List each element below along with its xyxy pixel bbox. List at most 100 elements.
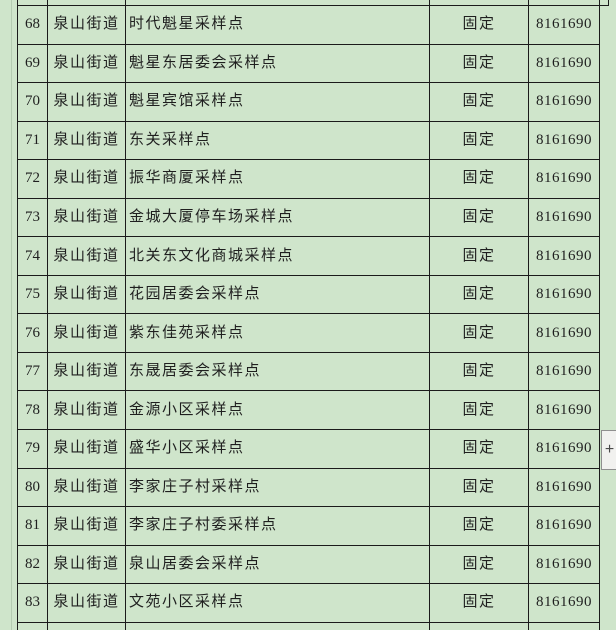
cell-no[interactable]: 69 — [18, 44, 48, 83]
cell-phone[interactable]: 8161690 — [529, 391, 600, 430]
cell-no[interactable]: 75 — [18, 275, 48, 314]
cell-no[interactable]: 80 — [18, 468, 48, 507]
table-body: 68 泉山街道 时代魁星采样点 固定 8161690 69 泉山街道 魁星东居委会采样点 固定 8… — [18, 6, 600, 623]
cell-street[interactable]: 泉山街道 — [48, 584, 126, 622]
cell-street[interactable]: 泉山街道 — [48, 468, 126, 507]
cell-site[interactable]: 紫东佳苑采样点 — [126, 314, 430, 352]
cell-phone[interactable]: 8161690 — [529, 468, 600, 507]
table-row: 73 泉山街道 金城大厦停车场采样点 固定 8161690 — [18, 198, 600, 238]
cell-street[interactable]: 泉山街道 — [48, 352, 126, 391]
cell-street[interactable]: 泉山街道 — [48, 391, 126, 430]
cell-site[interactable]: 北关东文化商城采样点 — [126, 237, 430, 275]
cell-no[interactable]: 81 — [18, 507, 48, 545]
cell-phone[interactable]: 8161690 — [529, 275, 600, 314]
cell-type[interactable]: 固定 — [430, 545, 529, 584]
cell-type[interactable]: 固定 — [430, 83, 529, 121]
cell-no[interactable]: 83 — [18, 584, 48, 622]
cell-type[interactable]: 固定 — [430, 584, 529, 622]
table-row: 72 泉山街道 振华商厦采样点 固定 8161690 — [18, 160, 600, 199]
cell-phone[interactable]: 8161690 — [529, 121, 600, 160]
cell-street[interactable]: 泉山街道 — [48, 44, 126, 83]
partial-cell — [430, 0, 529, 5]
cell-type[interactable]: 固定 — [430, 275, 529, 314]
table-row: 77 泉山街道 东晟居委会采样点 固定 8161690 — [18, 352, 600, 392]
cell-phone[interactable]: 8161690 — [529, 314, 600, 352]
cell-phone[interactable]: 8161690 — [529, 430, 600, 468]
table-row: 81 泉山街道 李家庄子村委采样点 固定 8161690 — [18, 507, 600, 546]
cell-site[interactable]: 李家庄子村采样点 — [126, 468, 430, 507]
cell-type[interactable]: 固定 — [430, 352, 529, 391]
cell-no[interactable]: 78 — [18, 391, 48, 430]
cell-no[interactable]: 79 — [18, 430, 48, 468]
cell-street[interactable]: 泉山街道 — [48, 507, 126, 545]
cell-street[interactable]: 泉山街道 — [48, 160, 126, 198]
cell-street[interactable]: 泉山街道 — [48, 314, 126, 352]
cell-site[interactable]: 金源小区采样点 — [126, 391, 430, 430]
partial-cell — [18, 622, 48, 630]
cell-phone[interactable]: 8161690 — [529, 198, 600, 237]
cell-phone[interactable]: 8161690 — [529, 352, 600, 391]
cell-site[interactable]: 振华商厦采样点 — [126, 160, 430, 198]
cell-type[interactable]: 固定 — [430, 198, 529, 237]
margin-gridline — [11, 0, 12, 630]
cell-phone[interactable]: 8161690 — [529, 6, 600, 44]
cell-site[interactable]: 花园居委会采样点 — [126, 275, 430, 314]
table-row: 80 泉山街道 李家庄子村采样点 固定 8161690 — [18, 468, 600, 508]
cell-street[interactable]: 泉山街道 — [48, 275, 126, 314]
partial-cell — [48, 0, 126, 5]
cell-site[interactable]: 盛华小区采样点 — [126, 430, 430, 468]
cell-street[interactable]: 泉山街道 — [48, 237, 126, 275]
partial-cell — [529, 0, 600, 5]
cell-phone[interactable]: 8161690 — [529, 584, 600, 622]
cell-no[interactable]: 73 — [18, 198, 48, 237]
cell-type[interactable]: 固定 — [430, 507, 529, 545]
cell-street[interactable]: 泉山街道 — [48, 6, 126, 44]
sampling-points-table: 68 泉山街道 时代魁星采样点 固定 8161690 69 泉山街道 魁星东居委会采样点 固定 8… — [17, 0, 600, 630]
cell-type[interactable]: 固定 — [430, 430, 529, 468]
cell-no[interactable]: 82 — [18, 545, 48, 584]
cell-street[interactable]: 泉山街道 — [48, 198, 126, 237]
cell-site[interactable]: 魁星东居委会采样点 — [126, 44, 430, 83]
cell-no[interactable]: 70 — [18, 83, 48, 121]
cell-no[interactable]: 74 — [18, 237, 48, 275]
cell-type[interactable]: 固定 — [430, 44, 529, 83]
cell-phone[interactable]: 8161690 — [529, 237, 600, 275]
partial-row-top — [18, 0, 600, 6]
cell-site[interactable]: 金城大厦停车场采样点 — [126, 198, 430, 237]
cell-street[interactable]: 泉山街道 — [48, 83, 126, 121]
cell-type[interactable]: 固定 — [430, 160, 529, 198]
cell-type[interactable]: 固定 — [430, 314, 529, 352]
cell-street[interactable]: 泉山街道 — [48, 545, 126, 584]
cell-site[interactable]: 文苑小区采样点 — [126, 584, 430, 622]
partial-cell — [430, 622, 529, 630]
cell-no[interactable]: 68 — [18, 6, 48, 44]
cell-site[interactable]: 李家庄子村委采样点 — [126, 507, 430, 545]
cell-no[interactable]: 71 — [18, 121, 48, 160]
cell-phone[interactable]: 8161690 — [529, 545, 600, 584]
cell-no[interactable]: 77 — [18, 352, 48, 391]
table-row: 76 泉山街道 紫东佳苑采样点 固定 8161690 — [18, 314, 600, 353]
cell-type[interactable]: 固定 — [430, 237, 529, 275]
cell-site[interactable]: 东晟居委会采样点 — [126, 352, 430, 391]
partial-cell — [126, 622, 430, 630]
cell-phone[interactable]: 8161690 — [529, 83, 600, 121]
cell-phone[interactable]: 8161690 — [529, 507, 600, 545]
scroll-plus-button[interactable]: + — [601, 430, 616, 470]
cell-type[interactable]: 固定 — [430, 391, 529, 430]
cell-site[interactable]: 魁星宾馆采样点 — [126, 83, 430, 121]
cell-no[interactable]: 72 — [18, 160, 48, 198]
grid-line-fragment — [600, 0, 609, 6]
cell-site[interactable]: 泉山居委会采样点 — [126, 545, 430, 584]
partial-cell — [18, 0, 48, 5]
cell-type[interactable]: 固定 — [430, 6, 529, 44]
cell-type[interactable]: 固定 — [430, 121, 529, 160]
cell-no[interactable]: 76 — [18, 314, 48, 352]
table-row: 69 泉山街道 魁星东居委会采样点 固定 8161690 — [18, 44, 600, 84]
cell-type[interactable]: 固定 — [430, 468, 529, 507]
cell-site[interactable]: 时代魁星采样点 — [126, 6, 430, 44]
cell-phone[interactable]: 8161690 — [529, 160, 600, 198]
cell-street[interactable]: 泉山街道 — [48, 121, 126, 160]
cell-site[interactable]: 东关采样点 — [126, 121, 430, 160]
cell-street[interactable]: 泉山街道 — [48, 430, 126, 468]
cell-phone[interactable]: 8161690 — [529, 44, 600, 83]
